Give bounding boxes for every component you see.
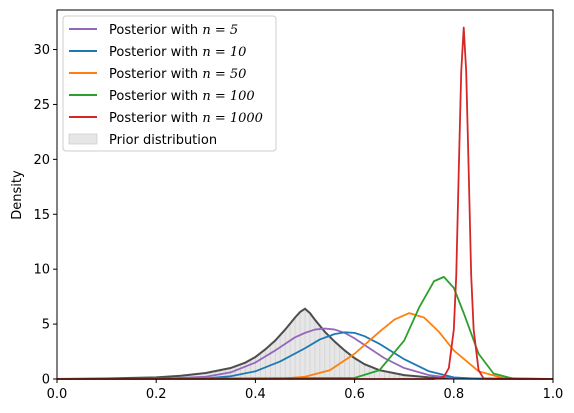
x-tick-label: 1.0 — [543, 387, 564, 402]
prior-outline — [56, 307, 554, 380]
legend-label-2: Posterior with n = 10 — [109, 45, 246, 60]
series-line-4 — [56, 275, 554, 380]
legend-label-3: Posterior with n = 50 — [109, 67, 246, 82]
posterior-series-layer — [56, 26, 554, 380]
y-tick-label: 0 — [42, 373, 50, 388]
series-line-1 — [56, 327, 553, 380]
x-tick-label: 0.2 — [146, 387, 167, 402]
x-tick-label: 0.6 — [344, 387, 365, 402]
legend-label-1: Posterior with n = 5 — [109, 23, 238, 38]
y-axis-label: Density — [10, 170, 25, 220]
legend-label-5: Posterior with n = 1000 — [109, 111, 263, 126]
y-tick-label: 30 — [33, 43, 50, 58]
x-axis: 0.0 0.2 0.4 0.6 0.8 1.0 — [47, 379, 564, 402]
series-line-5 — [57, 26, 554, 380]
legend-label-4: Posterior with n = 100 — [109, 89, 255, 104]
y-tick-label: 15 — [33, 208, 50, 223]
x-tick-label: 0.4 — [245, 387, 266, 402]
legend-swatch-prior — [68, 133, 98, 145]
legend-label-prior: Prior distribution — [109, 133, 217, 148]
y-tick-label: 25 — [33, 98, 50, 113]
legend-frame — [62, 15, 277, 152]
series-line-3 — [56, 312, 554, 380]
y-tick-label: 20 — [33, 153, 50, 168]
y-axis: 0 5 10 15 20 25 30 — [33, 43, 57, 388]
y-tick-label: 10 — [33, 263, 50, 278]
series-line-2 — [56, 331, 554, 380]
x-tick-label: 0.0 — [47, 387, 68, 402]
plot-frame — [56, 9, 554, 380]
x-tick-label: 0.8 — [443, 387, 464, 402]
legend: Posterior with n = 5 Posterior with n = 1… — [62, 15, 277, 152]
y-tick-label: 5 — [42, 318, 50, 333]
